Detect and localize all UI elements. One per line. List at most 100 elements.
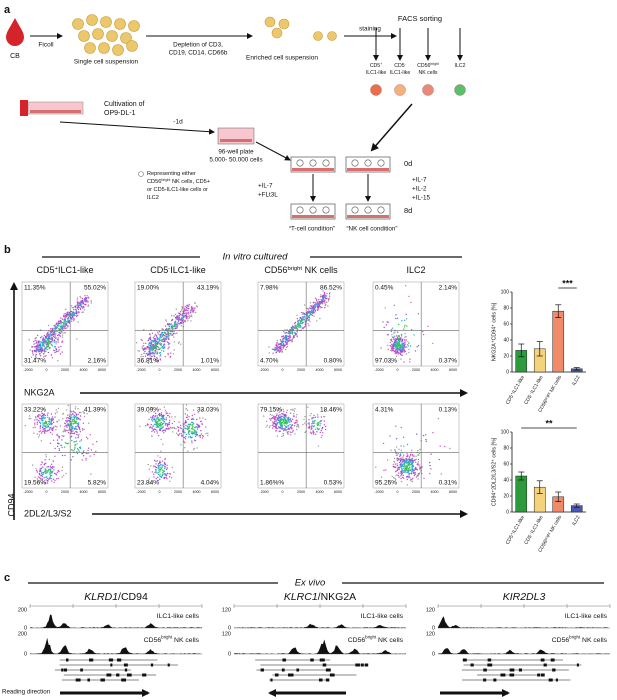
cell <box>106 30 118 42</box>
event-dot <box>150 351 152 353</box>
event-dot <box>47 344 49 346</box>
event-dot <box>75 310 78 312</box>
event-dot <box>327 300 330 302</box>
quadrant-percent: 0.13% <box>439 407 458 414</box>
event-dot <box>411 467 413 469</box>
event-dot <box>191 424 194 426</box>
event-dot <box>403 351 406 353</box>
cell <box>78 30 90 42</box>
event-dot <box>320 416 323 418</box>
event-dot <box>184 320 186 322</box>
event-dot <box>84 294 86 297</box>
event-dot <box>79 295 81 298</box>
text-part: ILC1-like cells <box>361 613 404 620</box>
text-part: NK cells <box>302 265 338 275</box>
event-dot <box>63 328 65 330</box>
event-dot <box>284 427 286 429</box>
event-dot <box>171 416 173 418</box>
panel-label: b <box>4 244 11 256</box>
event-dot <box>35 469 38 472</box>
quadrant-percent: 43.19% <box>197 285 219 292</box>
event-dot <box>166 477 168 480</box>
event-dot <box>58 334 61 337</box>
flow-plot <box>21 403 109 489</box>
event-dot <box>41 350 44 352</box>
event-dot <box>159 427 161 430</box>
event-dot <box>49 470 51 472</box>
event-dot <box>73 317 75 320</box>
cell <box>86 14 98 26</box>
event-dot <box>196 423 198 425</box>
event-dot <box>153 417 156 419</box>
event-dot <box>157 345 159 348</box>
event-dot <box>310 311 312 313</box>
event-dot <box>293 422 296 424</box>
event-dot <box>395 452 397 455</box>
tick-label: -2000 <box>259 490 268 494</box>
event-dot <box>393 457 396 460</box>
event-dot <box>29 349 31 351</box>
event-dot <box>156 418 158 420</box>
event-dot <box>428 461 431 464</box>
event-dot <box>276 413 278 415</box>
exon <box>555 678 558 682</box>
event-dot <box>298 326 300 329</box>
event-dot <box>294 408 296 410</box>
event-dot <box>186 409 189 412</box>
event-dot <box>50 467 52 469</box>
event-dot <box>188 303 190 306</box>
event-dot <box>419 448 421 451</box>
event-dot <box>70 432 73 434</box>
event-dot <box>163 477 165 479</box>
event-dot <box>425 438 427 441</box>
event-dot <box>73 308 75 311</box>
event-dot <box>58 419 60 421</box>
event-dot <box>392 345 395 347</box>
event-dot <box>277 422 279 424</box>
event-dot <box>45 462 47 465</box>
event-dot <box>291 341 293 343</box>
event-dot <box>38 342 40 344</box>
event-dot <box>33 343 35 346</box>
event-dot <box>281 344 283 346</box>
event-dot <box>299 322 302 324</box>
event-dot <box>61 341 63 343</box>
event-dot <box>171 427 174 429</box>
event-dot <box>67 414 69 416</box>
event-dot <box>47 351 50 354</box>
event-dot <box>318 304 321 307</box>
tick-label: 4000 <box>431 368 439 372</box>
event-dot <box>311 418 313 420</box>
event-dot <box>44 472 46 474</box>
event-dot <box>274 423 277 425</box>
event-dot <box>39 427 41 429</box>
event-dot <box>282 421 284 423</box>
event-dot <box>167 348 169 350</box>
exon <box>75 678 81 682</box>
event-dot <box>42 430 44 432</box>
event-dot <box>50 331 53 333</box>
event-dot <box>75 427 77 430</box>
coverage-track <box>234 639 406 654</box>
event-dot <box>173 324 175 326</box>
event-dot <box>169 332 171 335</box>
event-dot <box>38 413 40 416</box>
event-dot <box>75 440 78 442</box>
event-dot <box>89 455 91 457</box>
exon <box>483 668 487 672</box>
event-dot <box>161 349 163 352</box>
panel-label: c <box>4 572 10 584</box>
event-dot <box>85 436 88 438</box>
event-dot <box>298 426 300 428</box>
event-dot <box>151 435 153 437</box>
event-dot <box>157 479 159 482</box>
event-dot <box>187 318 189 320</box>
cell <box>264 16 276 28</box>
event-dot <box>58 331 60 333</box>
event-dot <box>171 324 173 326</box>
event-dot <box>275 426 277 428</box>
event-dot <box>325 304 327 306</box>
event-dot <box>168 422 170 424</box>
event-dot <box>444 445 446 448</box>
event-dot <box>51 470 54 473</box>
